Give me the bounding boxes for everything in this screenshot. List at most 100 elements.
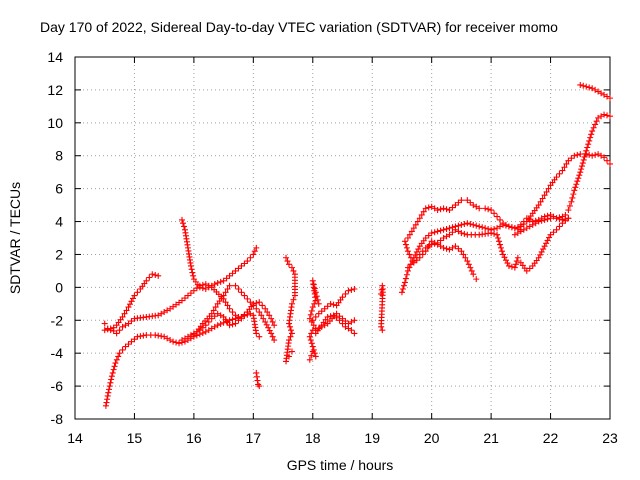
data-point xyxy=(291,292,298,299)
data-point xyxy=(544,237,551,244)
x-tick-label: 14 xyxy=(67,430,83,446)
data-points xyxy=(101,81,613,409)
x-tick-label: 22 xyxy=(543,430,559,446)
data-point xyxy=(589,152,596,159)
data-point xyxy=(308,307,315,314)
data-point xyxy=(440,244,447,251)
data-point xyxy=(420,208,427,215)
data-point xyxy=(586,84,593,91)
data-point xyxy=(422,205,429,212)
data-point xyxy=(101,320,108,327)
data-point xyxy=(286,353,292,360)
data-point xyxy=(583,147,590,154)
data-point xyxy=(588,131,595,138)
data-point xyxy=(511,264,518,271)
series-track-10 xyxy=(309,286,358,324)
y-tick-label: 8 xyxy=(55,148,63,164)
y-tick-label: 6 xyxy=(55,181,63,197)
x-tick-label: 19 xyxy=(364,430,380,446)
data-point xyxy=(210,307,217,314)
data-point xyxy=(455,222,462,229)
data-point xyxy=(402,241,409,248)
data-point xyxy=(583,83,590,90)
series-track-6 xyxy=(187,282,278,344)
data-point xyxy=(283,358,290,365)
data-point xyxy=(464,258,471,265)
data-point xyxy=(398,289,405,296)
data-point xyxy=(571,187,578,194)
data-point xyxy=(568,198,575,205)
data-point xyxy=(250,251,257,258)
data-point xyxy=(256,299,263,306)
data-point xyxy=(570,191,577,198)
data-point xyxy=(573,181,580,188)
data-point xyxy=(408,228,415,235)
data-point xyxy=(211,281,218,288)
data-point xyxy=(244,295,251,302)
data-point xyxy=(351,317,358,324)
data-point xyxy=(232,320,239,327)
series-track-4 xyxy=(179,216,260,293)
data-point xyxy=(547,215,554,222)
data-point xyxy=(110,366,117,373)
y-tick-label: -4 xyxy=(51,345,64,361)
data-point xyxy=(413,254,420,261)
data-point xyxy=(563,160,570,167)
y-tick-label: -6 xyxy=(51,378,64,394)
data-point xyxy=(266,327,273,334)
data-point xyxy=(121,310,128,317)
data-point xyxy=(494,213,501,220)
data-point xyxy=(106,386,113,393)
data-point xyxy=(401,279,408,286)
y-tick-label: 2 xyxy=(55,246,63,262)
data-point xyxy=(306,356,313,363)
data-point xyxy=(254,377,261,384)
data-point xyxy=(562,216,569,223)
data-point xyxy=(462,254,469,261)
data-point xyxy=(129,295,136,302)
data-point xyxy=(123,307,130,314)
data-point xyxy=(434,207,441,214)
data-point xyxy=(116,327,123,334)
data-point xyxy=(571,152,578,159)
data-point xyxy=(559,167,566,174)
data-point xyxy=(470,221,477,228)
data-point xyxy=(416,215,423,222)
data-point xyxy=(593,118,600,125)
data-point xyxy=(561,164,568,171)
data-point xyxy=(259,302,266,309)
data-point xyxy=(586,137,593,144)
data-point xyxy=(458,197,465,204)
data-point xyxy=(269,333,276,340)
data-point xyxy=(253,373,260,380)
x-axis-label: GPS time / hours xyxy=(287,457,394,473)
y-tick-label: 10 xyxy=(47,115,63,131)
data-point xyxy=(569,194,576,201)
data-point xyxy=(251,248,258,255)
data-point xyxy=(312,353,319,360)
data-point xyxy=(149,271,156,278)
data-point xyxy=(324,313,331,320)
data-point xyxy=(351,330,358,337)
data-point xyxy=(399,286,406,293)
data-point xyxy=(607,160,613,167)
data-point xyxy=(464,220,471,227)
data-point xyxy=(556,223,563,230)
data-point xyxy=(176,340,183,347)
series-track-16 xyxy=(404,215,572,274)
data-point xyxy=(105,389,112,396)
data-point xyxy=(309,277,316,284)
data-point xyxy=(520,218,527,225)
data-point xyxy=(229,321,236,328)
data-point xyxy=(309,317,316,324)
data-point xyxy=(428,241,435,248)
data-point xyxy=(224,302,231,309)
data-point xyxy=(535,202,542,209)
data-point xyxy=(113,330,120,337)
data-point xyxy=(458,230,465,237)
data-point xyxy=(443,206,450,213)
data-point xyxy=(458,248,465,255)
data-point xyxy=(265,324,272,331)
data-point xyxy=(446,225,453,232)
data-point xyxy=(498,244,505,251)
